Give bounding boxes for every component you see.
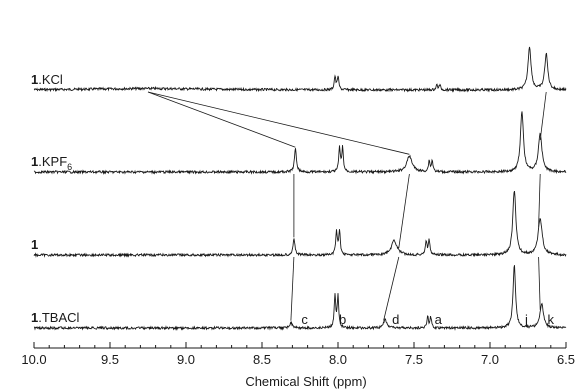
x-tick-label: 7.0 (481, 352, 499, 367)
spectra-traces (33, 46, 567, 331)
x-tick-label: 8.5 (253, 352, 271, 367)
correlation-line-0 (147, 91, 296, 148)
x-axis: 10.0 9.5 9.0 8.5 8.0 7.5 7.0 6.5 (21, 342, 575, 367)
spectrum-trace-1 (33, 111, 567, 175)
peak-label-d: d (392, 312, 399, 327)
peak-label-c: c (301, 312, 308, 327)
peak-label-b: b (339, 312, 346, 327)
x-tick-label: 7.5 (405, 352, 423, 367)
spectrum-trace-0 (33, 46, 567, 93)
correlation-line-6 (539, 91, 547, 141)
x-axis-title: Chemical Shift (ppm) (245, 374, 366, 389)
x-tick-label: 9.5 (101, 352, 119, 367)
correlation-line-7 (538, 173, 541, 227)
spectrum-trace-2 (33, 190, 567, 258)
x-tick-label: 6.5 (557, 352, 575, 367)
spectrum-label-3: 1.TBACl (31, 310, 80, 325)
spectrum-labels: 1.KCl 1.KPF6 1 1.TBACl (31, 72, 80, 325)
spectrum-trace-3 (33, 265, 567, 331)
spectrum-label-2: 1 (31, 237, 38, 252)
spectrum-label-0: 1.KCl (31, 72, 63, 87)
correlation-line-3 (290, 256, 295, 321)
x-tick-label: 9.0 (177, 352, 195, 367)
correlation-line-5 (383, 256, 400, 321)
peak-label-k: k (548, 312, 555, 327)
peak-label-j: j (524, 312, 528, 327)
x-tick-label: 8.0 (329, 352, 347, 367)
peak-label-a: a (435, 312, 443, 327)
correlation-line-8 (538, 256, 541, 310)
correlation-lines (147, 91, 547, 321)
x-tick-label: 10.0 (21, 352, 46, 367)
correlation-line-1 (147, 91, 410, 155)
correlation-line-4 (398, 173, 410, 248)
spectrum-label-1: 1.KPF6 (31, 154, 72, 172)
